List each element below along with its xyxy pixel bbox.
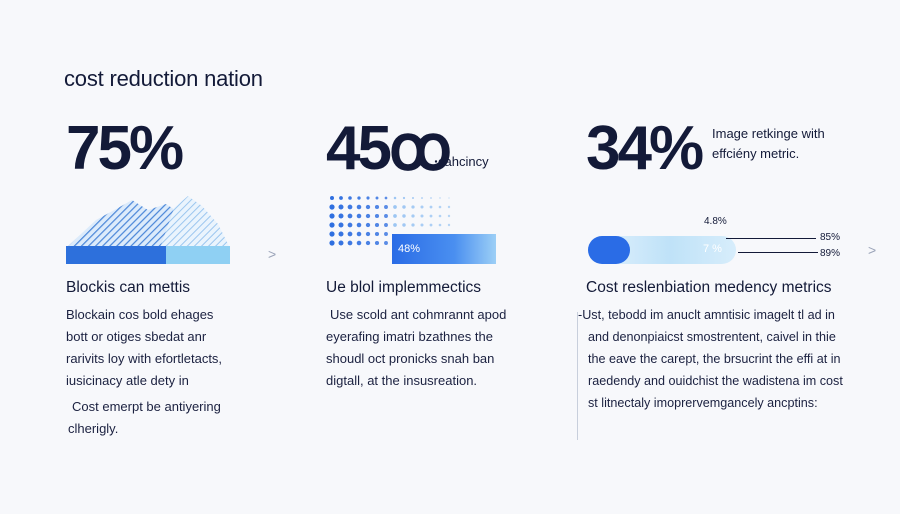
matrix-dot [347, 213, 353, 219]
matrix-dot [438, 223, 442, 227]
matrix-dot [374, 240, 380, 246]
matrix-dot [393, 205, 397, 209]
matrix-dot [356, 222, 362, 228]
matrix-dot [393, 223, 397, 227]
matrix-dot [374, 204, 380, 210]
matrix-dot [338, 231, 344, 237]
marker-top-label: 4.8% [704, 216, 727, 227]
matrix-dot [366, 196, 370, 200]
matrix-dot [393, 214, 397, 218]
matrix-dot [447, 205, 451, 209]
section-heading-3: Cost reslenbiation medency metrics [586, 279, 832, 296]
matrix-dot [339, 196, 343, 200]
matrix-dot [365, 231, 371, 237]
matrix-dot [384, 214, 388, 218]
matrix-dot [356, 240, 362, 246]
mountain-chart-1 [66, 196, 230, 264]
matrix-dot [421, 197, 423, 199]
matrix-dot [420, 205, 424, 209]
reference-line-a [726, 238, 816, 239]
matrix-dot [338, 213, 344, 219]
progress-bar-label: 48% [398, 243, 421, 255]
marker-label-a: 85% [820, 232, 841, 243]
matrix-dot [356, 213, 362, 219]
column-divider-3 [577, 312, 578, 440]
matrix-dot [357, 196, 361, 200]
matrix-dot [438, 214, 442, 218]
matrix-dot [329, 222, 335, 228]
pill-bar-label: 7 % [703, 243, 722, 255]
matrix-dot [347, 204, 353, 210]
matrix-dot [438, 205, 442, 209]
matrix-dot [338, 222, 344, 228]
dot-matrix-chart [329, 196, 496, 264]
matrix-dot [347, 222, 353, 228]
pill-bar-head [588, 236, 630, 264]
page-title: cost reduction nation [64, 66, 263, 91]
matrix-dot [411, 205, 415, 209]
matrix-dot [448, 197, 450, 199]
stat-value-3: 34% [586, 114, 704, 183]
matrix-dot [384, 223, 388, 227]
matrix-dot [411, 223, 415, 227]
matrix-dot [447, 214, 451, 218]
matrix-dot [365, 213, 371, 219]
matrix-dot [402, 196, 406, 200]
matrix-dot [393, 196, 397, 200]
matrix-dot [384, 196, 388, 200]
matrix-dot [347, 231, 353, 237]
matrix-dot [329, 204, 335, 210]
section-body-1: Blockain cos bold ehages bott or otiges … [66, 307, 223, 388]
mountain-right [160, 196, 230, 248]
section-body-3: -Ust, tebodd im anuclt amntisic imagelt … [578, 308, 843, 410]
section-note-1: Cost emerpt be antiyering clherigly. [68, 399, 221, 436]
matrix-dot [411, 214, 415, 218]
matrix-dot [329, 213, 335, 219]
matrix-dot [430, 197, 432, 199]
matrix-dot [429, 214, 433, 218]
matrix-dot [356, 204, 362, 210]
matrix-dot [439, 197, 441, 199]
section-heading-1: Blockis can mettis [66, 279, 191, 296]
matrix-dot [429, 223, 433, 227]
matrix-dot [338, 240, 344, 246]
stat-note-3: Image retkinge with effciény metric. [712, 126, 825, 162]
matrix-dot [338, 204, 344, 210]
matrix-dot [384, 205, 388, 209]
stat-suffix-2: ꞏcahcincy [434, 154, 489, 169]
matrix-dot [411, 196, 415, 200]
matrix-dot [347, 240, 353, 246]
reference-line-b [738, 252, 818, 253]
matrix-dot [356, 231, 362, 237]
matrix-dot [330, 196, 334, 200]
stat-value-1: 75% [66, 114, 184, 183]
matrix-dot [329, 231, 335, 237]
matrix-dot [329, 240, 335, 246]
base-bar-light [166, 246, 230, 264]
matrix-dot [384, 241, 388, 245]
stat-value-2: 45ꝏ [326, 114, 452, 183]
marker-label-b: 89% [820, 248, 841, 259]
chevron-right-icon[interactable]: > [868, 242, 877, 258]
matrix-dot [420, 214, 424, 218]
matrix-dot [447, 223, 451, 227]
section-heading-2: Ue blol implemmectics [326, 279, 482, 296]
matrix-dot [365, 222, 371, 228]
progress-bar [392, 234, 496, 264]
chevron-right-icon[interactable]: > [268, 246, 277, 262]
matrix-dot [374, 213, 380, 219]
matrix-dot [384, 232, 388, 236]
matrix-dot [374, 231, 380, 237]
matrix-dot [348, 196, 352, 200]
matrix-dot [375, 196, 379, 200]
matrix-dot [365, 204, 371, 210]
section-body-2: Use scold ant cohmrannt apod eyerafing i… [326, 307, 507, 388]
matrix-dot [374, 222, 380, 228]
matrix-dot [402, 223, 406, 227]
matrix-dot [429, 205, 433, 209]
matrix-dot [402, 214, 406, 218]
matrix-dot [402, 205, 406, 209]
matrix-dot [420, 223, 424, 227]
matrix-dot [365, 240, 371, 246]
